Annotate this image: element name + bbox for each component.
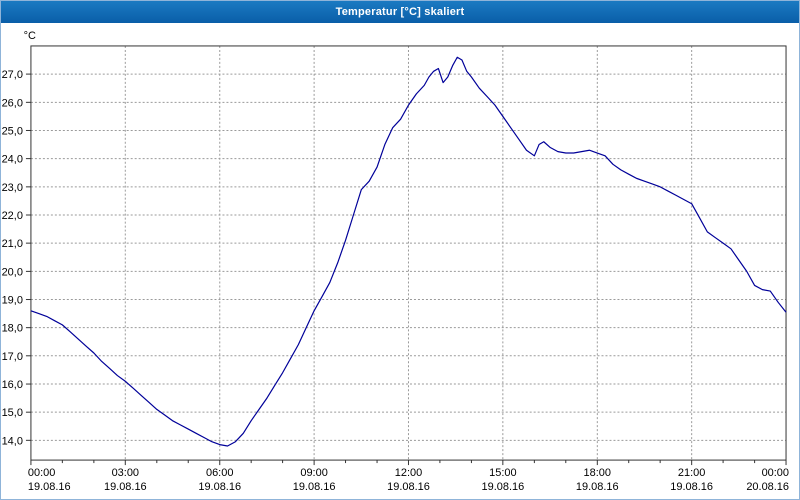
- svg-text:19.08.16: 19.08.16: [28, 481, 71, 493]
- svg-text:17,0: 17,0: [2, 351, 23, 363]
- svg-text:24,0: 24,0: [2, 154, 23, 166]
- svg-text:19.08.16: 19.08.16: [387, 481, 430, 493]
- temperature-line-chart: 27,0 26,0 25,0 24,0 23,0 22,0 21,0 20,0 19,0 18,0…: [2, 30, 789, 493]
- svg-text:23,0: 23,0: [2, 182, 23, 194]
- svg-text:19.08.16: 19.08.16: [576, 481, 619, 493]
- window-title: Temperatur [°C] skaliert: [335, 6, 465, 18]
- svg-text:19.08.16: 19.08.16: [482, 481, 525, 493]
- svg-text:19,0: 19,0: [2, 295, 23, 307]
- svg-text:18,0: 18,0: [2, 323, 23, 335]
- svg-text:21,0: 21,0: [2, 238, 23, 250]
- svg-text:16,0: 16,0: [2, 379, 23, 391]
- title-bar: Temperatur [°C] skaliert: [1, 1, 799, 23]
- chart-area: 27,0 26,0 25,0 24,0 23,0 22,0 21,0 20,0 19,0 18,0…: [1, 23, 799, 499]
- svg-text:18:00: 18:00: [584, 467, 611, 479]
- svg-text:27,0: 27,0: [2, 69, 23, 81]
- svg-text:19.08.16: 19.08.16: [198, 481, 241, 493]
- svg-text:09:00: 09:00: [300, 467, 327, 479]
- svg-text:20.08.16: 20.08.16: [746, 481, 789, 493]
- svg-text:25,0: 25,0: [2, 125, 23, 137]
- svg-text:00:00: 00:00: [762, 467, 789, 479]
- svg-text:15:00: 15:00: [489, 467, 516, 479]
- svg-text:12:00: 12:00: [395, 467, 422, 479]
- svg-text:19.08.16: 19.08.16: [670, 481, 713, 493]
- svg-text:21:00: 21:00: [678, 467, 705, 479]
- svg-text:15,0: 15,0: [2, 407, 23, 419]
- svg-text:00:00: 00:00: [28, 467, 55, 479]
- svg-text:19.08.16: 19.08.16: [293, 481, 336, 493]
- svg-text:22,0: 22,0: [2, 210, 23, 222]
- svg-text:20,0: 20,0: [2, 266, 23, 278]
- svg-text:03:00: 03:00: [112, 467, 139, 479]
- svg-text:26,0: 26,0: [2, 97, 23, 109]
- svg-text:14,0: 14,0: [2, 435, 23, 447]
- svg-text:19.08.16: 19.08.16: [104, 481, 147, 493]
- svg-text:06:00: 06:00: [206, 467, 233, 479]
- svg-text:°C: °C: [24, 30, 36, 42]
